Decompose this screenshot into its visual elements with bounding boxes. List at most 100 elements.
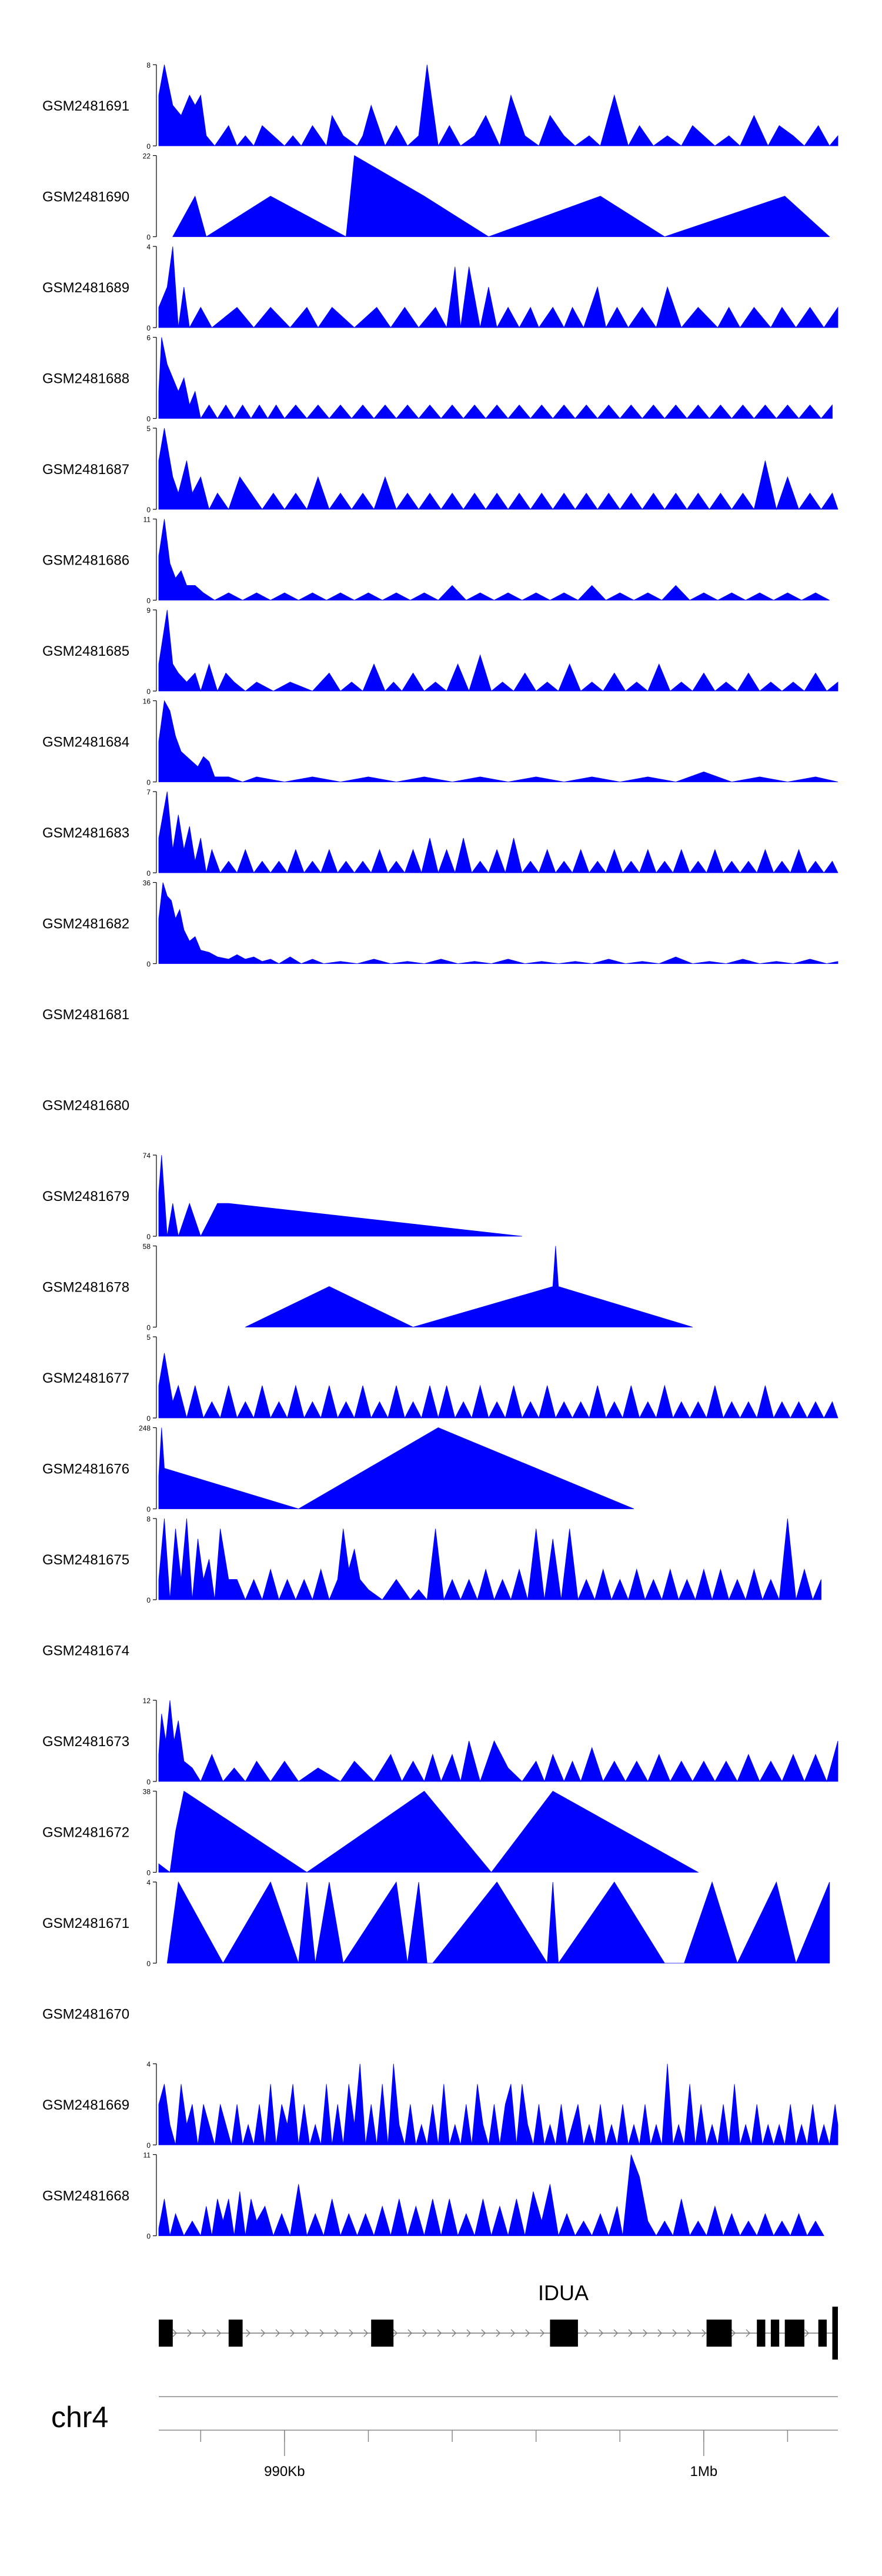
strand-arrow <box>804 2329 809 2337</box>
strand-arrow <box>496 2329 500 2337</box>
y-max-label: 8 <box>146 1515 151 1523</box>
coverage-area <box>158 519 830 600</box>
y-min-label: 0 <box>146 2233 151 2241</box>
y-max-label: 12 <box>143 1697 151 1705</box>
coverage-area <box>158 882 838 964</box>
coverage-area <box>158 1154 522 1237</box>
track-label: GSM2481678 <box>42 1280 129 1296</box>
strand-arrow <box>731 2329 736 2337</box>
y-max-label: 6 <box>146 334 151 342</box>
y-max-label: 36 <box>143 879 151 887</box>
y-max-label: 7 <box>146 788 151 796</box>
track-label: GSM2481691 <box>42 98 129 114</box>
coverage-area <box>158 1427 634 1509</box>
coverage-area <box>245 1246 693 1327</box>
coverage-area <box>158 1353 838 1419</box>
track-GSM2481682: GSM2481682 36 0 <box>42 879 838 969</box>
track-label: GSM2481679 <box>42 1189 129 1204</box>
strand-arrow <box>510 2329 515 2337</box>
strand-arrow <box>172 2329 177 2337</box>
strand-arrow <box>452 2329 456 2337</box>
track-GSM2481683: GSM2481683 7 0 <box>42 788 838 877</box>
strand-arrow <box>481 2329 486 2337</box>
track-GSM2481675: GSM2481675 8 0 <box>42 1515 821 1604</box>
y-min-label: 0 <box>146 597 151 605</box>
strand-arrow <box>216 2329 221 2337</box>
y-min-label: 0 <box>146 415 151 423</box>
strand-arrow <box>407 2329 412 2337</box>
track-GSM2481686: GSM2481686 11 0 <box>42 516 830 605</box>
strand-arrow <box>466 2329 471 2337</box>
track-label: GSM2481684 <box>42 735 129 750</box>
gene-exon <box>818 2320 827 2347</box>
track-label: GSM2481675 <box>42 1552 129 1568</box>
coverage-area <box>158 246 838 329</box>
strand-arrow <box>290 2329 295 2337</box>
track-GSM2481678: GSM2481678 58 0 <box>42 1243 693 1332</box>
track-label: GSM2481677 <box>42 1370 129 1386</box>
coverage-area <box>158 2154 824 2237</box>
y-min-label: 0 <box>146 688 151 696</box>
y-max-label: 38 <box>143 1788 151 1796</box>
y-max-label: 22 <box>143 152 151 161</box>
track-label: GSM2481688 <box>42 371 129 387</box>
y-min-label: 0 <box>146 869 151 877</box>
track-GSM2481676: GSM2481676 248 0 <box>42 1424 634 1514</box>
data-tracks: GSM248169180GSM2481690220GSM248168940GSM… <box>42 61 838 2241</box>
track-label: GSM2481673 <box>42 1734 129 1750</box>
y-min-label: 0 <box>146 960 151 969</box>
y-max-label: 11 <box>143 2151 151 2160</box>
coverage-area <box>172 155 830 238</box>
track-label: GSM2481676 <box>42 1461 129 1477</box>
strand-arrow <box>202 2329 206 2337</box>
y-max-label: 248 <box>139 1424 151 1433</box>
strand-arrow <box>584 2329 589 2337</box>
y-max-label: 74 <box>143 1152 151 1160</box>
strand-arrow <box>334 2329 339 2337</box>
track-label: GSM2481672 <box>42 1825 129 1841</box>
coverage-area <box>166 1881 830 1964</box>
track-label: GSM2481669 <box>42 2097 129 2113</box>
track-GSM2481689: GSM2481689 4 0 <box>42 243 838 332</box>
strand-arrow <box>746 2329 750 2337</box>
strand-arrow <box>657 2329 662 2337</box>
y-min-label: 0 <box>146 1414 151 1423</box>
coverage-area <box>158 337 833 419</box>
gene-exon <box>832 2307 838 2360</box>
coverage-area <box>158 64 838 147</box>
strand-arrow <box>246 2329 250 2337</box>
y-max-label: 16 <box>143 698 151 706</box>
gene-model-track: IDUA <box>159 2281 838 2360</box>
y-min-label: 0 <box>146 1506 151 1514</box>
track-label: GSM2481668 <box>42 2188 129 2204</box>
track-GSM2481684: GSM2481684 16 0 <box>42 698 838 787</box>
y-min-label: 0 <box>146 506 151 514</box>
strand-arrow <box>275 2329 280 2337</box>
track-GSM2481671: GSM2481671 4 0 <box>42 1878 830 1968</box>
track-label: GSM2481680 <box>42 1098 129 1114</box>
y-min-label: 0 <box>146 1778 151 1786</box>
axis-tick-label: 990Kb <box>264 2464 305 2480</box>
coverage-area <box>158 2063 838 2146</box>
y-max-label: 58 <box>143 1243 151 1251</box>
track-GSM2481668: GSM2481668 11 0 <box>42 2151 824 2241</box>
track-label: GSM2481689 <box>42 280 129 296</box>
track-label: GSM2481686 <box>42 553 129 569</box>
strand-arrow <box>422 2329 427 2337</box>
coverage-area <box>158 428 838 510</box>
track-GSM2481690: GSM2481690 22 0 <box>42 152 830 242</box>
axis-tick-label: 1Mb <box>690 2464 718 2480</box>
y-min-label: 0 <box>146 1596 151 1604</box>
gene-exon <box>770 2320 780 2347</box>
strand-arrow <box>437 2329 442 2337</box>
y-min-label: 0 <box>146 1233 151 1241</box>
y-max-label: 5 <box>146 425 151 433</box>
track-GSM2481685: GSM2481685 9 0 <box>42 606 838 696</box>
track-label: GSM2481682 <box>42 916 129 932</box>
track-GSM2481681: GSM2481681 <box>42 1007 129 1023</box>
strand-arrow <box>349 2329 353 2337</box>
strand-arrow <box>363 2329 368 2337</box>
y-max-label: 4 <box>146 243 151 251</box>
coverage-area <box>158 700 838 782</box>
y-max-label: 4 <box>146 1878 151 1887</box>
